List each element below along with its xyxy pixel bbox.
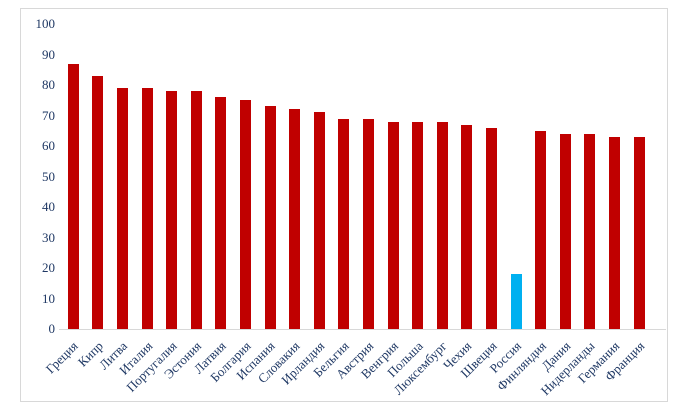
plot-area xyxy=(59,24,666,330)
bar xyxy=(584,133,596,329)
bar xyxy=(338,118,350,329)
bar xyxy=(363,118,374,329)
bar xyxy=(166,91,178,329)
bar xyxy=(387,121,399,329)
bar xyxy=(535,130,547,329)
y-tick-label: 80 xyxy=(42,77,55,92)
bar xyxy=(609,136,620,329)
bar xyxy=(141,88,153,329)
y-tick-label: 50 xyxy=(42,168,55,184)
bar xyxy=(92,75,104,329)
bar xyxy=(412,121,424,329)
y-tick-label: 60 xyxy=(42,138,55,153)
bar xyxy=(633,136,645,329)
bar xyxy=(67,63,79,329)
y-tick-label: 100 xyxy=(35,16,56,31)
y-axis: 0 10 20 30 40 50 60 70 80 90 100 xyxy=(21,9,56,401)
x-axis: Греция Кипр Литва Италия Португалия Эстония Ла… xyxy=(43,334,666,404)
y-tick-label: 90 xyxy=(42,46,55,62)
bar xyxy=(461,124,473,329)
bar xyxy=(264,106,276,329)
chart: 0 10 20 30 40 50 60 70 80 90 100 Греция Кипр Литва Ит… xyxy=(20,8,668,402)
bar xyxy=(436,121,448,329)
y-tick-label: 0 xyxy=(48,321,56,336)
y-tick-label: 40 xyxy=(42,199,55,214)
bar xyxy=(215,97,227,329)
bar-highlighted xyxy=(510,274,522,329)
bar xyxy=(559,133,571,329)
bar xyxy=(117,88,128,329)
bar xyxy=(240,100,251,329)
bar xyxy=(313,112,325,329)
y-tick-label: 20 xyxy=(42,260,55,275)
y-tick-label: 30 xyxy=(42,229,55,245)
bar xyxy=(486,127,497,329)
y-tick-label: 10 xyxy=(42,290,55,306)
y-tick-label: 70 xyxy=(42,107,55,123)
bar xyxy=(190,91,202,329)
bar xyxy=(289,109,301,329)
